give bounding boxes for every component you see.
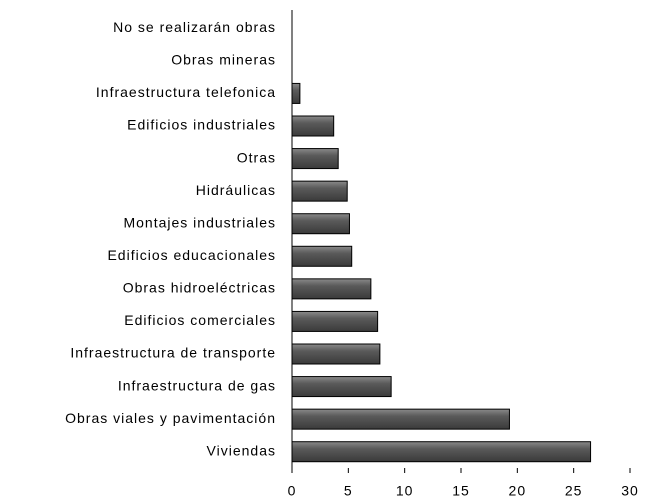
y-tick-label: Otras [237,149,276,165]
y-tick-label: Obras mineras [171,52,276,68]
y-tick-label: No se realizarán obras [113,19,276,35]
bar [291,441,592,463]
x-tick-label: 15 [452,483,470,499]
bar [291,148,339,170]
y-tick-label: Montajes industriales [123,214,276,230]
y-tick-label: Viviendas [207,442,276,458]
y-tick-label: Infraestructura de transporte [70,345,276,361]
x-tick-label: 20 [509,483,527,499]
x-tick-label: 0 [288,483,297,499]
bar [291,82,301,104]
bar [291,115,335,137]
y-tick-label: Infraestructura telefonica [96,84,276,100]
y-tick-label: Edificios educacionales [107,247,276,263]
y-tick-label: Edificios comerciales [124,312,276,328]
y-tick-label: Infraestructura de gas [118,377,276,393]
x-tick-label: 25 [565,483,583,499]
x-tick-label: 10 [396,483,414,499]
bar [291,213,350,235]
bar [291,376,392,398]
y-tick-label: Edificios industriales [127,117,276,133]
x-tick-label: 30 [621,483,639,499]
x-tick-label: 5 [344,483,353,499]
bar [291,180,348,202]
y-tick-label: Hidráulicas [196,182,276,198]
y-tick-label: Obras viales y pavimentación [65,410,276,426]
bar [291,278,372,300]
bar [291,408,510,430]
y-tick-label: Obras hidroeléctricas [123,280,276,296]
bar [291,310,379,332]
bar [291,245,353,267]
bar [291,343,381,365]
